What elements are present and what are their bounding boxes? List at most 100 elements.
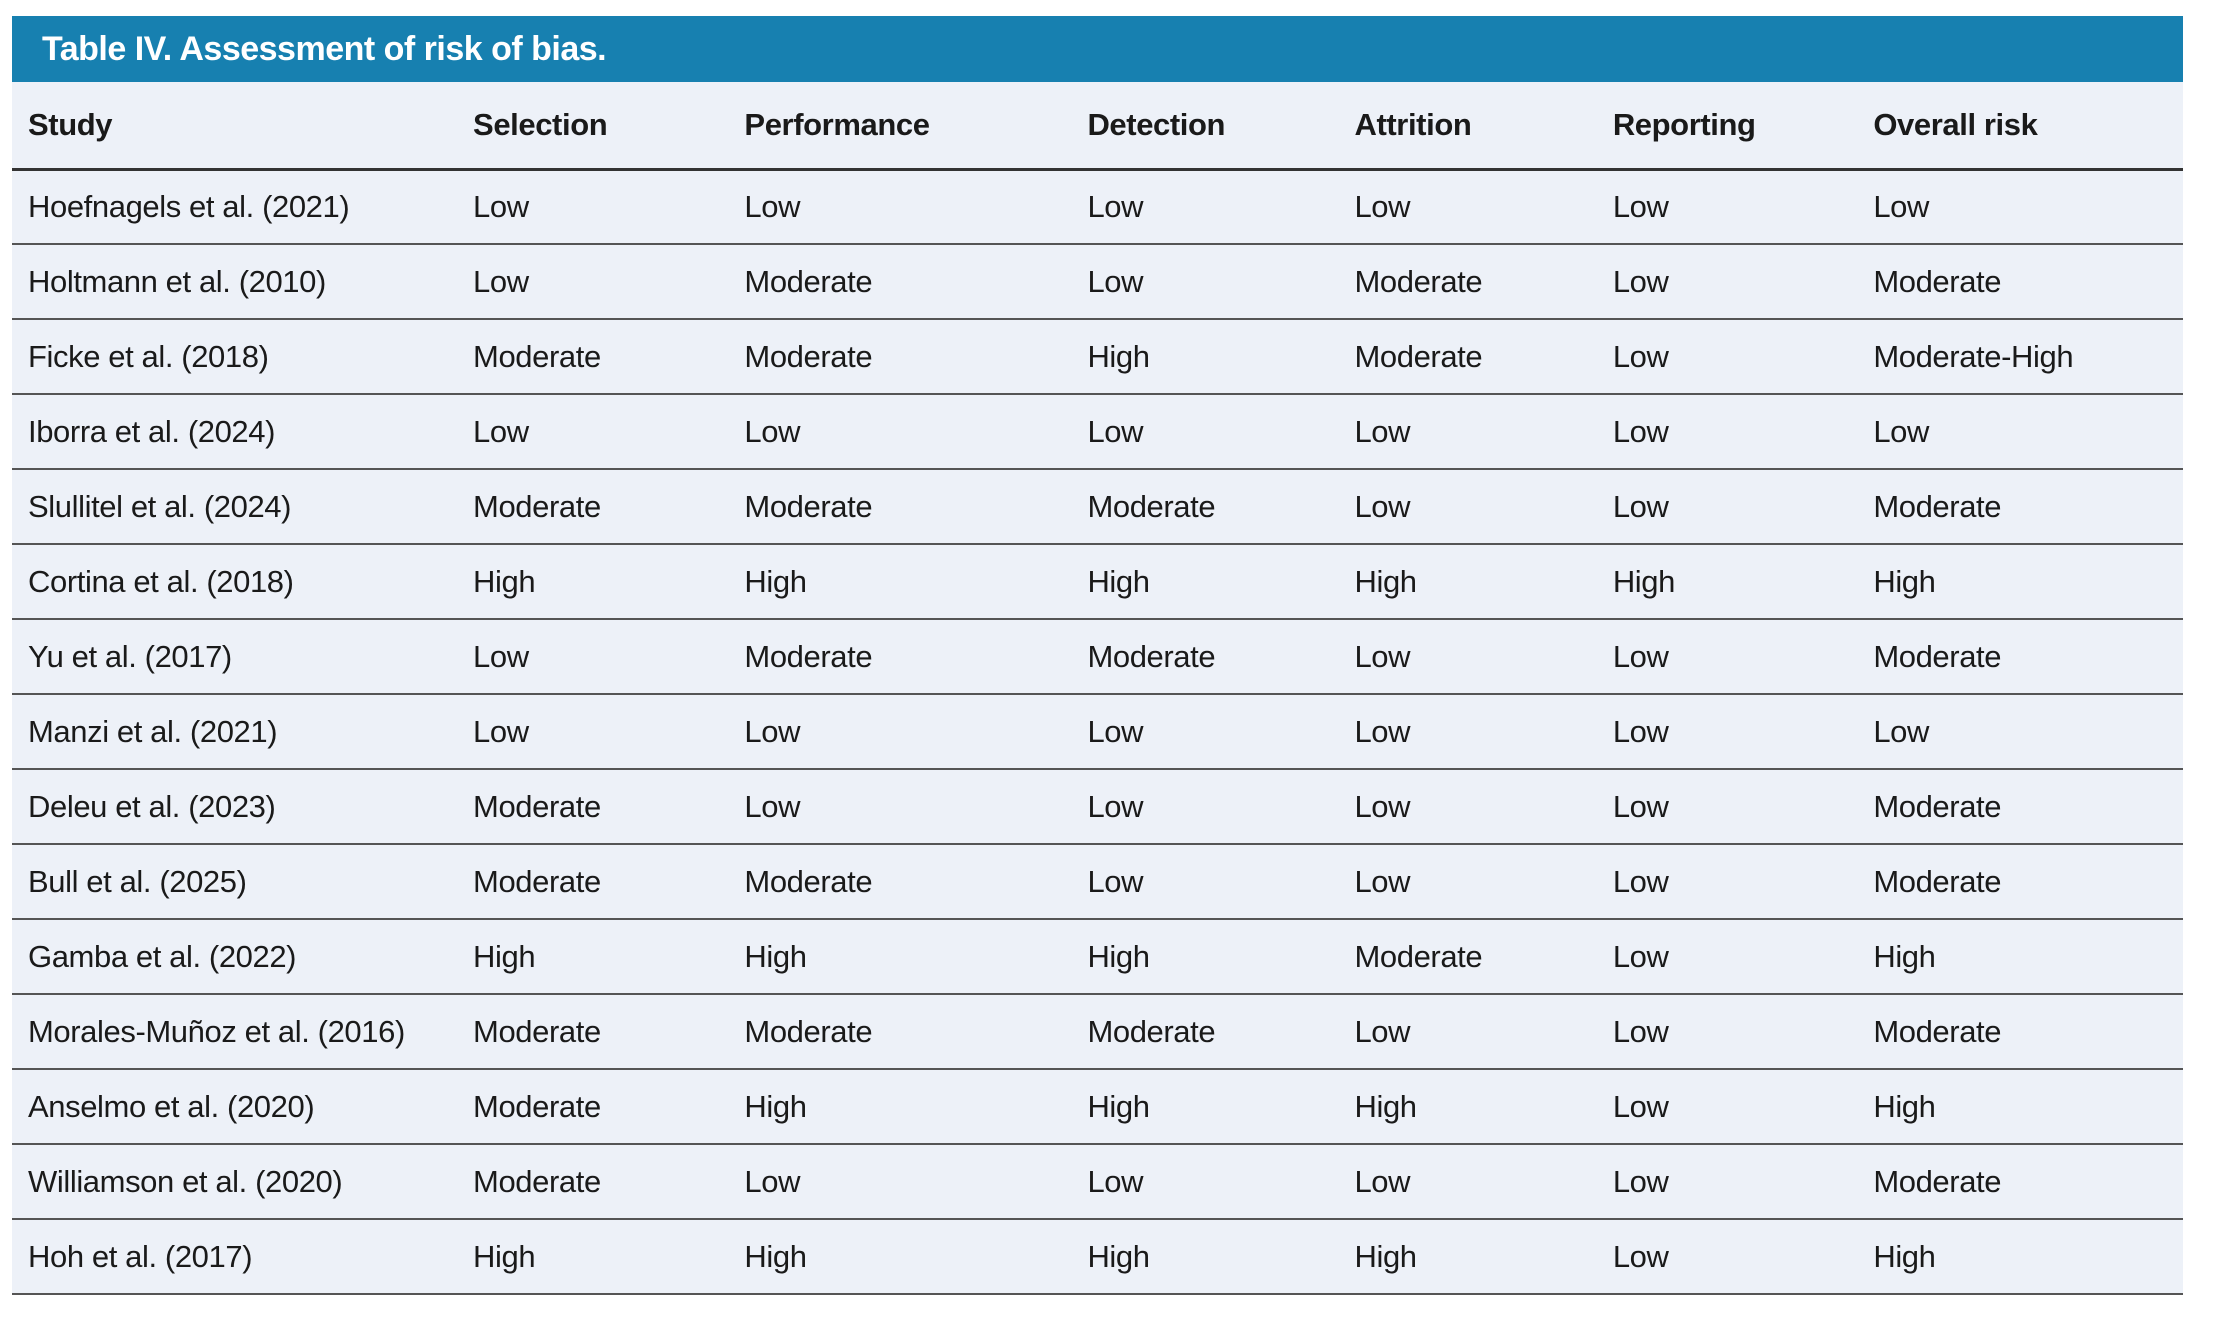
detection-cell: Low [1071,694,1339,770]
overall-risk-cell: High [1857,1069,2183,1145]
table-row: Slullitel et al. (2024) Moderate Moderat… [12,469,2183,545]
study-cell: Williamson et al. (2020) [12,1144,458,1220]
reporting-cell: Low [1596,244,1858,320]
table-row: Hoh et al. (2017) High High High High Lo… [12,1219,2183,1295]
table-title: Table IV. Assessment of risk of bias. [42,29,607,68]
detection-cell: Moderate [1071,994,1339,1070]
attrition-cell: Low [1338,169,1597,245]
overall-risk-cell: Moderate [1857,619,2183,695]
table-row: Cortina et al. (2018) High High High Hig… [12,544,2183,620]
overall-risk-cell: Low [1857,394,2183,470]
table-title-bar: Table IV. Assessment of risk of bias. [12,16,2183,82]
performance-cell: Moderate [728,619,1072,695]
reporting-cell: Low [1596,469,1858,545]
attrition-cell: Moderate [1338,319,1597,395]
reporting-cell: Low [1596,994,1858,1070]
reporting-cell: High [1596,544,1858,620]
selection-cell: Moderate [457,1144,729,1220]
attrition-cell: Low [1338,844,1597,920]
attrition-cell: Low [1338,469,1597,545]
detection-cell: Low [1071,844,1339,920]
study-cell: Deleu et al. (2023) [12,769,458,845]
column-header-attrition: Attrition [1338,82,1597,171]
detection-cell: Low [1071,769,1339,845]
overall-risk-cell: Moderate [1857,244,2183,320]
attrition-cell: Low [1338,619,1597,695]
overall-risk-cell: High [1857,919,2183,995]
performance-cell: Moderate [728,319,1072,395]
performance-cell: Moderate [728,994,1072,1070]
performance-cell: Moderate [728,844,1072,920]
overall-risk-cell: Low [1857,694,2183,770]
reporting-cell: Low [1596,694,1858,770]
study-cell: Slullitel et al. (2024) [12,469,458,545]
study-cell: Manzi et al. (2021) [12,694,458,770]
performance-cell: High [728,544,1072,620]
table-row: Manzi et al. (2021) Low Low Low Low Low … [12,694,2183,770]
risk-of-bias-table: Table IV. Assessment of risk of bias. St… [12,16,2183,1295]
attrition-cell: Low [1338,1144,1597,1220]
reporting-cell: Low [1596,844,1858,920]
attrition-cell: High [1338,1219,1597,1295]
performance-cell: Low [728,169,1072,245]
study-cell: Hoefnagels et al. (2021) [12,169,458,245]
overall-risk-cell: Low [1857,169,2183,245]
study-cell: Yu et al. (2017) [12,619,458,695]
performance-cell: High [728,1219,1072,1295]
attrition-cell: Low [1338,394,1597,470]
detection-cell: Moderate [1071,469,1339,545]
attrition-cell: Low [1338,769,1597,845]
performance-cell: Low [728,769,1072,845]
table-row: Williamson et al. (2020) Moderate Low Lo… [12,1144,2183,1220]
performance-cell: Low [728,394,1072,470]
study-cell: Holtmann et al. (2010) [12,244,458,320]
reporting-cell: Low [1596,319,1858,395]
table-row: Gamba et al. (2022) High High High Moder… [12,919,2183,995]
selection-cell: Moderate [457,319,729,395]
performance-cell: Moderate [728,469,1072,545]
table-row: Bull et al. (2025) Moderate Moderate Low… [12,844,2183,920]
selection-cell: High [457,544,729,620]
detection-cell: High [1071,919,1339,995]
reporting-cell: Low [1596,1144,1858,1220]
attrition-cell: Low [1338,694,1597,770]
selection-cell: Low [457,694,729,770]
column-header-selection: Selection [457,82,729,171]
selection-cell: Moderate [457,844,729,920]
selection-cell: Moderate [457,1069,729,1145]
detection-cell: High [1071,1219,1339,1295]
detection-cell: Low [1071,394,1339,470]
attrition-cell: Moderate [1338,919,1597,995]
study-cell: Anselmo et al. (2020) [12,1069,458,1145]
column-header-performance: Performance [728,82,1072,171]
attrition-cell: Low [1338,994,1597,1070]
reporting-cell: Low [1596,619,1858,695]
reporting-cell: Low [1596,1069,1858,1145]
detection-cell: Low [1071,244,1339,320]
performance-cell: High [728,1069,1072,1145]
detection-cell: Moderate [1071,619,1339,695]
selection-cell: Moderate [457,994,729,1070]
attrition-cell: High [1338,1069,1597,1145]
overall-risk-cell: Moderate-High [1857,319,2183,395]
table-row: Deleu et al. (2023) Moderate Low Low Low… [12,769,2183,845]
bias-table: Study Selection Performance Detection At… [12,82,2183,1295]
attrition-cell: Moderate [1338,244,1597,320]
detection-cell: Low [1071,1144,1339,1220]
study-cell: Hoh et al. (2017) [12,1219,458,1295]
overall-risk-cell: Moderate [1857,469,2183,545]
attrition-cell: High [1338,544,1597,620]
table-row: Ficke et al. (2018) Moderate Moderate Hi… [12,319,2183,395]
selection-cell: Low [457,169,729,245]
table-row: Yu et al. (2017) Low Moderate Moderate L… [12,619,2183,695]
selection-cell: Low [457,619,729,695]
reporting-cell: Low [1596,769,1858,845]
table-row: Hoefnagels et al. (2021) Low Low Low Low… [12,169,2183,245]
selection-cell: Moderate [457,469,729,545]
table-row: Iborra et al. (2024) Low Low Low Low Low… [12,394,2183,470]
performance-cell: Moderate [728,244,1072,320]
column-header-study: Study [12,82,458,171]
overall-risk-cell: High [1857,544,2183,620]
table-row: Holtmann et al. (2010) Low Moderate Low … [12,244,2183,320]
